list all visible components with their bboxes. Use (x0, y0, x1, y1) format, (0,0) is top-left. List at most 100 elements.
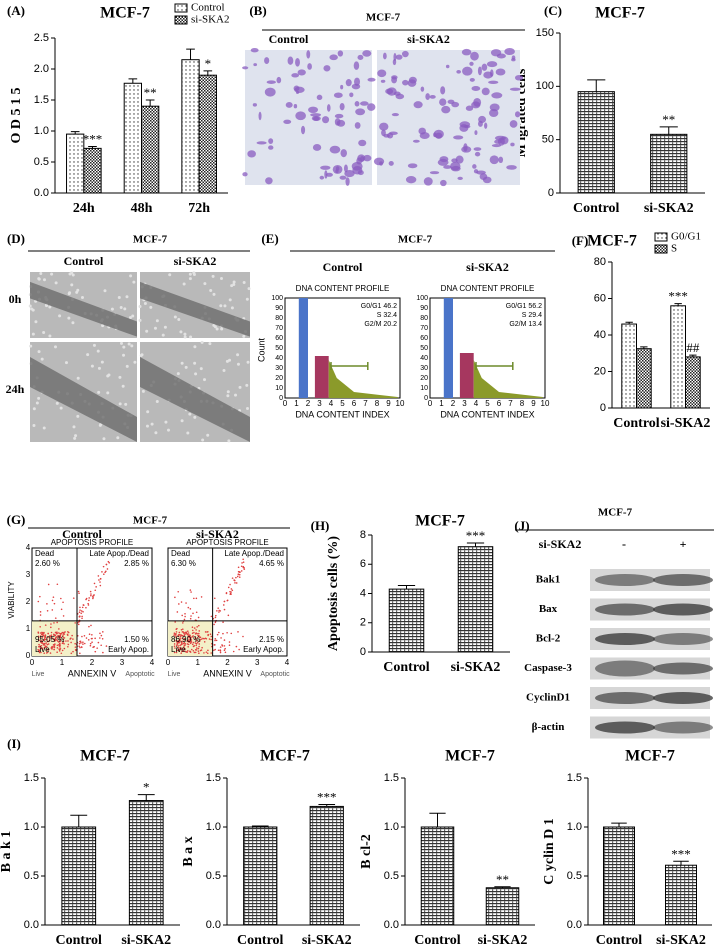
event (190, 591, 192, 593)
bar (181, 59, 200, 194)
texture (125, 364, 129, 368)
event (223, 608, 226, 611)
significance-label: ** (144, 85, 157, 100)
event (64, 631, 66, 633)
texture (150, 422, 154, 426)
cell (488, 80, 499, 84)
event (98, 579, 100, 581)
event (48, 639, 51, 642)
cell (511, 58, 516, 62)
cell (498, 156, 504, 163)
texture (145, 329, 149, 333)
column-label: Control (62, 527, 102, 541)
event (226, 631, 228, 634)
x-tick-label: 0 (166, 658, 171, 667)
event (87, 604, 90, 606)
event (67, 643, 70, 646)
texture (228, 358, 232, 362)
cell (329, 145, 341, 154)
event (192, 641, 195, 644)
event (37, 600, 40, 603)
texture (31, 332, 35, 336)
event (99, 584, 102, 587)
column-label: Control (269, 32, 309, 46)
g1-peak (298, 298, 308, 398)
x-note: Apoptotic (125, 671, 155, 678)
event (59, 638, 62, 641)
event (89, 590, 92, 593)
error-bar (128, 78, 138, 84)
cell (473, 97, 482, 107)
x-tick-label: Control (56, 933, 103, 944)
event (43, 642, 46, 645)
cell (297, 69, 306, 76)
event (57, 634, 60, 637)
event (61, 649, 64, 652)
cell (440, 86, 446, 95)
event (219, 649, 222, 651)
stat: G0/G1 56.2 (506, 303, 542, 310)
event (243, 566, 245, 569)
cell (351, 83, 361, 90)
texture (246, 360, 250, 364)
event (223, 600, 226, 603)
texture (180, 361, 184, 365)
event (67, 630, 69, 633)
plot-title: APOPTOSIS PROFILE (186, 538, 269, 547)
texture (188, 272, 192, 276)
texture (215, 327, 219, 331)
texture (103, 289, 107, 293)
panel-label: (E) (261, 231, 278, 246)
y-tick-label: 1.0 (34, 125, 49, 137)
bar (388, 588, 425, 653)
cell (412, 139, 420, 143)
treatment-label: si-SKA2 (539, 537, 582, 551)
y-tick-label: 30 (420, 365, 428, 372)
event (200, 596, 203, 598)
event (77, 623, 80, 626)
texture (184, 365, 188, 369)
event (89, 644, 92, 647)
event (53, 638, 55, 641)
blot-band (595, 692, 655, 704)
event (52, 596, 55, 598)
event (46, 609, 49, 612)
event (53, 643, 56, 646)
event (39, 647, 42, 650)
event (173, 643, 176, 645)
texture (118, 402, 122, 406)
event (179, 635, 182, 638)
event (62, 634, 64, 636)
event (208, 638, 211, 640)
event (103, 573, 105, 576)
significance-label: ** (496, 872, 509, 887)
significance-label: *** (671, 846, 691, 861)
event (206, 652, 209, 655)
texture (206, 433, 210, 437)
texture (230, 306, 234, 310)
cell (481, 87, 490, 96)
cell (494, 139, 502, 144)
event (40, 639, 42, 642)
texture (173, 315, 177, 319)
texture (201, 438, 205, 442)
event (62, 601, 64, 604)
y-tick-label: 50 (542, 134, 554, 146)
x-note: Live (32, 671, 45, 678)
event (230, 588, 233, 590)
y-tick-label: 50 (420, 345, 428, 352)
y-tick-label: 0.0 (567, 919, 582, 931)
event (38, 639, 40, 641)
event (191, 629, 194, 632)
event (210, 615, 213, 618)
event (173, 645, 176, 648)
event (58, 648, 61, 651)
event (81, 615, 83, 618)
event (83, 642, 86, 645)
x-tick-label: 3 (462, 399, 467, 408)
texture (232, 283, 236, 287)
event (238, 571, 241, 573)
texture (58, 314, 62, 318)
texture (226, 394, 230, 398)
y-tick-label: 60 (420, 335, 428, 342)
